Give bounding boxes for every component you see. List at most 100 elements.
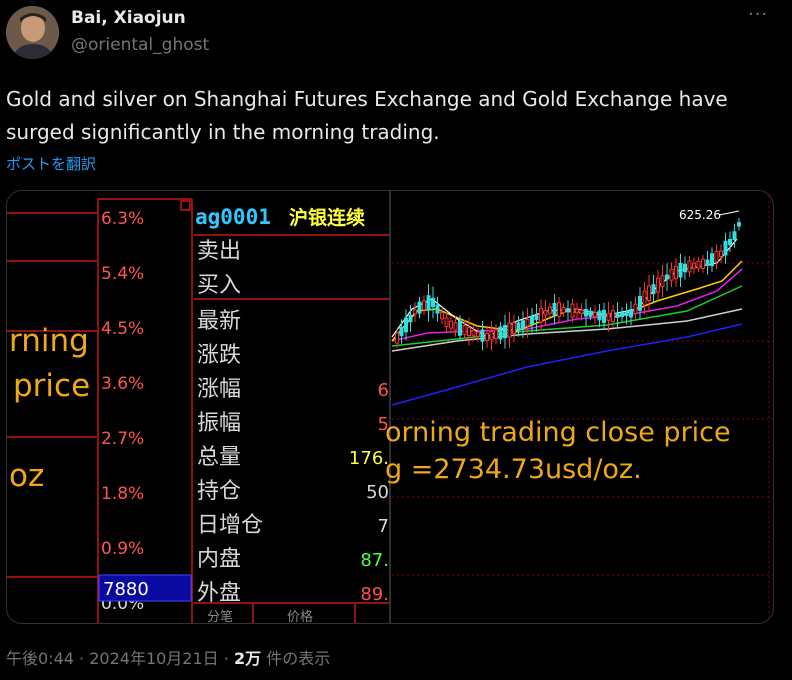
author-name[interactable]: Bai, Xiaojun <box>71 8 186 28</box>
candle-body <box>687 260 692 273</box>
candle-body <box>440 311 444 320</box>
candle-body <box>539 307 543 323</box>
quote-row-value: 6 <box>378 380 389 401</box>
quote-symbol: ag0001 <box>195 205 271 229</box>
pct-label: 2.7% <box>101 429 144 449</box>
candle-body <box>413 309 417 315</box>
candle-body <box>633 303 638 314</box>
candle-body <box>467 327 471 337</box>
pct-label: 6.3% <box>101 209 144 229</box>
candle-body <box>570 303 575 318</box>
overlay-text-left: price <box>13 368 90 404</box>
quote-row-label: 外盘 <box>197 581 241 606</box>
pct-label: 1.8% <box>101 484 144 504</box>
tweet-media-image[interactable]: 6.3% 5.4% 4.5% 3.6% 2.7% 1.8% 0.9% 0.0% … <box>6 190 774 624</box>
avatar[interactable] <box>6 6 59 59</box>
separator: · <box>223 649 229 668</box>
candle-body <box>458 320 462 336</box>
peak-label: 625.26 <box>679 208 721 222</box>
author-handle[interactable]: @oriental_ghost <box>71 35 210 55</box>
quote-row-label: 总量 <box>197 445 241 470</box>
quote-row-label: 日增仓 <box>197 513 263 538</box>
candle-body <box>498 326 503 340</box>
quote-row-value: 5 <box>378 414 389 435</box>
quote-row-label: 涨幅 <box>197 377 241 402</box>
bottom-tab: 价格 <box>287 609 313 623</box>
candle-body <box>678 262 683 278</box>
views-count: 2万 <box>233 649 262 668</box>
candle-body <box>660 275 665 287</box>
candle-body <box>665 274 669 280</box>
overlay-text-right: orning trading close price <box>385 417 731 448</box>
candle-body <box>404 317 408 333</box>
translate-link[interactable]: ポストを翻訳 <box>6 155 97 173</box>
candle-body <box>453 322 458 331</box>
candle-body <box>503 325 507 339</box>
post-date[interactable]: 2024年10月21日 <box>89 649 219 668</box>
quote-row-label: 振幅 <box>197 411 241 436</box>
quote-row-value: 50 <box>366 482 389 503</box>
candle-body <box>552 302 557 316</box>
candle-body <box>426 295 431 311</box>
quote-row-label: 内盘 <box>197 547 241 572</box>
bottom-tab: 分笔 <box>207 609 233 623</box>
candle-body <box>620 312 624 318</box>
candle-body <box>647 285 651 302</box>
candle-body <box>543 309 548 316</box>
candle-body <box>548 306 552 314</box>
overlay-text-right: g =2734.73usd/oz. <box>385 454 642 485</box>
candle-body <box>444 317 449 327</box>
candle-body <box>395 332 399 344</box>
quote-row-value: 89. <box>360 584 389 605</box>
candle-body <box>417 301 422 314</box>
candle-body <box>557 302 561 317</box>
quote-row-value: 7 <box>378 516 389 537</box>
pct-label: 5.4% <box>101 264 144 284</box>
candle-body <box>674 265 678 280</box>
candle-body <box>422 300 426 311</box>
overlay-text-left: oz <box>9 458 44 494</box>
quote-name: 沪银连续 <box>289 206 365 229</box>
candle-body <box>714 251 719 263</box>
pct-label: 3.6% <box>101 374 144 394</box>
candle-body <box>516 322 521 331</box>
quote-row-label: 持仓 <box>197 479 241 504</box>
candle-body <box>462 325 467 335</box>
candle-body <box>651 284 656 295</box>
candle-body <box>530 316 534 325</box>
candle-body <box>476 331 480 337</box>
candle-body <box>723 240 728 256</box>
candle-body <box>534 315 539 321</box>
candle-body <box>683 263 687 273</box>
candle-body <box>737 222 741 227</box>
candle-body <box>435 304 440 314</box>
candle-body <box>669 268 674 281</box>
candle-body <box>611 310 615 322</box>
candle-body <box>719 250 723 257</box>
candle-body <box>692 262 696 269</box>
candle-body <box>696 260 701 269</box>
candle-body <box>584 309 588 317</box>
candle-body <box>615 312 620 318</box>
candle-body <box>656 277 660 293</box>
candle-body <box>399 326 404 337</box>
candle-body <box>593 312 597 318</box>
candle-body <box>638 296 642 311</box>
quote-row-label: 买入 <box>197 273 241 298</box>
candle-body <box>642 290 647 306</box>
separator: · <box>79 649 85 668</box>
trading-screenshot: 6.3% 5.4% 4.5% 3.6% 2.7% 1.8% 0.9% 0.0% … <box>7 191 773 623</box>
candle-body <box>606 312 611 321</box>
pct-label: 4.5% <box>101 319 144 339</box>
more-dots-icon[interactable]: ··· <box>748 4 769 25</box>
candle-body <box>521 320 525 329</box>
quote-row-value: 176. <box>349 448 389 469</box>
candle-body <box>525 319 530 327</box>
quote-row-label: 涨跌 <box>197 343 241 368</box>
overlay-text-left: rning <box>9 323 89 359</box>
candle-body <box>507 322 512 338</box>
candle-body <box>705 259 710 266</box>
post-time[interactable]: 午後0:44 <box>6 649 74 668</box>
tweet-footer: 午後0:44 · 2024年10月21日 · 2万 件の表示 <box>6 645 330 669</box>
volume-box: 7880 <box>103 579 149 600</box>
